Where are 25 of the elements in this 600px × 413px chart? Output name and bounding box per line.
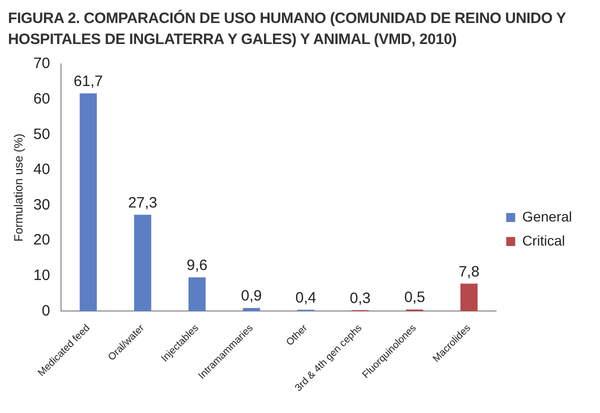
- y-tick-label: 40: [33, 161, 50, 178]
- bar: [188, 277, 206, 312]
- data-label: 7,8: [458, 263, 480, 280]
- legend-label: Critical: [522, 232, 565, 248]
- bar: [242, 308, 260, 312]
- y-tick-label: 60: [33, 90, 50, 108]
- y-tick-label: 0: [42, 302, 50, 320]
- data-label: 9,6: [186, 256, 208, 274]
- data-label: 61,7: [74, 72, 103, 90]
- bar: [460, 284, 478, 312]
- y-tick-label: 10: [33, 267, 50, 284]
- data-label: 27,3: [128, 194, 158, 212]
- data-label: 0,4: [295, 289, 316, 306]
- data-label: 0,9: [241, 288, 262, 305]
- y-tick-label: 20: [33, 232, 50, 249]
- bar: [134, 214, 152, 312]
- y-tick-label: 70: [33, 55, 50, 72]
- legend-label: General: [522, 208, 572, 224]
- data-label: 0,3: [350, 290, 371, 307]
- chart-title: FIGURA 2. COMPARACIÓN DE USO HUMANO (COMUNIDAD DE REINO UNIDO Y HOSPITALES DE INGLATERRA Y GALES) Y ANIMAL (VMD, 2010): [8, 8, 567, 50]
- bar: [80, 93, 97, 312]
- data-label: 0,5: [404, 289, 426, 306]
- y-tick-label: 50: [33, 126, 50, 143]
- y-tick-label: 30: [33, 196, 50, 214]
- y-axis-title: Formulation use (%): [12, 134, 26, 242]
